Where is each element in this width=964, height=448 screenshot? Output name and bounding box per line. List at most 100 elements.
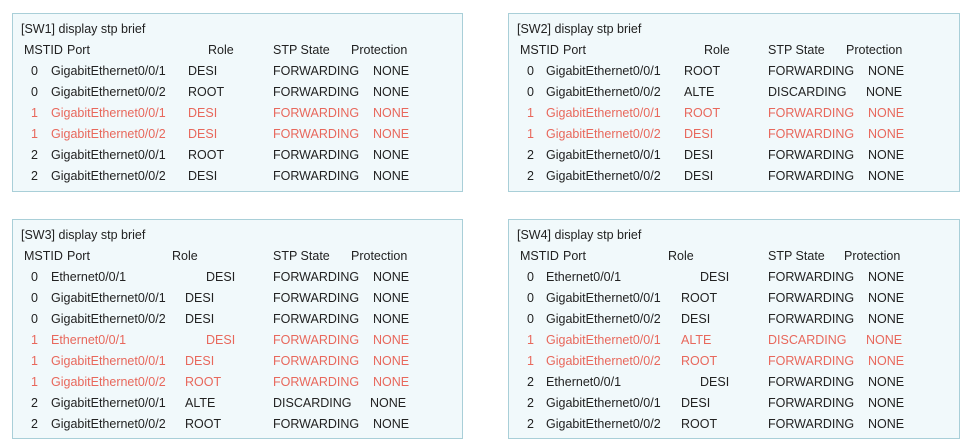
cell-role: ROOT bbox=[185, 375, 222, 389]
cell-port: GigabitEthernet0/0/2 bbox=[546, 417, 661, 431]
table-row: 0 GigabitEthernet0/0/1 DESI FORWARDING N… bbox=[13, 291, 462, 309]
cell-role: DESI bbox=[681, 396, 711, 410]
cell-mstid: 1 bbox=[527, 127, 534, 141]
cell-protection: NONE bbox=[373, 375, 410, 389]
cell-role: ALTE bbox=[684, 85, 715, 99]
cell-stp-state: FORWARDING bbox=[768, 106, 855, 120]
cell-protection: NONE bbox=[868, 375, 905, 389]
cell-protection: NONE bbox=[373, 312, 410, 326]
stp-panel-sw1: [SW1] display stp brief MSTID Port Role … bbox=[12, 13, 463, 192]
cell-stp-state: FORWARDING bbox=[768, 148, 855, 162]
cell-mstid: 2 bbox=[31, 396, 38, 410]
cell-protection: NONE bbox=[868, 64, 905, 78]
header-port: Port bbox=[563, 43, 586, 57]
cell-protection: NONE bbox=[868, 169, 905, 183]
table-row: 2 GigabitEthernet0/0/1 ROOT FORWARDING N… bbox=[13, 148, 462, 166]
cell-stp-state: FORWARDING bbox=[273, 106, 360, 120]
cell-port: GigabitEthernet0/0/1 bbox=[51, 396, 166, 410]
cell-stp-state: DISCARDING bbox=[273, 396, 352, 410]
cell-stp-state: FORWARDING bbox=[768, 127, 855, 141]
cell-port: GigabitEthernet0/0/1 bbox=[51, 64, 166, 78]
cell-mstid: 1 bbox=[31, 354, 38, 368]
cell-protection: NONE bbox=[868, 312, 905, 326]
cell-protection: NONE bbox=[373, 127, 410, 141]
cell-stp-state: FORWARDING bbox=[273, 64, 360, 78]
cell-port: GigabitEthernet0/0/1 bbox=[546, 396, 661, 410]
cell-role: ROOT bbox=[684, 64, 721, 78]
header-role: Role bbox=[208, 43, 234, 57]
header-stp-state: STP State bbox=[768, 43, 825, 57]
cell-protection: NONE bbox=[866, 333, 903, 347]
cell-role: ROOT bbox=[681, 354, 718, 368]
cell-stp-state: FORWARDING bbox=[768, 64, 855, 78]
cell-mstid: 2 bbox=[31, 169, 38, 183]
cell-stp-state: FORWARDING bbox=[273, 333, 360, 347]
cell-mstid: 1 bbox=[527, 106, 534, 120]
table-row: 2 Ethernet0/0/1 DESI FORWARDING NONE bbox=[509, 375, 959, 393]
table-row: 0 GigabitEthernet0/0/1 ROOT FORWARDING N… bbox=[509, 291, 959, 309]
cell-protection: NONE bbox=[373, 291, 410, 305]
cell-stp-state: FORWARDING bbox=[273, 312, 360, 326]
cell-stp-state: FORWARDING bbox=[273, 270, 360, 284]
header-port: Port bbox=[67, 43, 90, 57]
cell-port: GigabitEthernet0/0/2 bbox=[546, 85, 661, 99]
header-role: Role bbox=[172, 249, 198, 263]
cell-stp-state: DISCARDING bbox=[768, 85, 847, 99]
cell-port: GigabitEthernet0/0/2 bbox=[546, 169, 661, 183]
cell-port: GigabitEthernet0/0/2 bbox=[546, 354, 661, 368]
cell-role: DESI bbox=[185, 354, 215, 368]
table-row: 2 GigabitEthernet0/0/2 DESI FORWARDING N… bbox=[13, 169, 462, 187]
cell-role: ALTE bbox=[185, 396, 216, 410]
cell-protection: NONE bbox=[868, 396, 905, 410]
table-row: 1 Ethernet0/0/1 DESI FORWARDING NONE bbox=[13, 333, 462, 351]
cell-port: GigabitEthernet0/0/1 bbox=[51, 106, 166, 120]
cell-port: GigabitEthernet0/0/1 bbox=[546, 64, 661, 78]
cell-mstid: 2 bbox=[31, 417, 38, 431]
table-row: 0 Ethernet0/0/1 DESI FORWARDING NONE bbox=[509, 270, 959, 288]
cell-stp-state: FORWARDING bbox=[768, 417, 855, 431]
cell-port: Ethernet0/0/1 bbox=[51, 333, 127, 347]
cell-role: ROOT bbox=[188, 148, 225, 162]
cell-stp-state: FORWARDING bbox=[768, 169, 855, 183]
header-stp-state: STP State bbox=[273, 249, 330, 263]
table-row: 1 GigabitEthernet0/0/2 ROOT FORWARDING N… bbox=[13, 375, 462, 393]
table-row: 2 GigabitEthernet0/0/2 DESI FORWARDING N… bbox=[509, 169, 959, 187]
table-row: 2 GigabitEthernet0/0/1 DESI FORWARDING N… bbox=[509, 148, 959, 166]
cell-protection: NONE bbox=[868, 417, 905, 431]
cell-port: GigabitEthernet0/0/2 bbox=[51, 417, 166, 431]
cell-mstid: 2 bbox=[527, 169, 534, 183]
table-row: 2 GigabitEthernet0/0/1 ALTE DISCARDING N… bbox=[13, 396, 462, 414]
cell-mstid: 1 bbox=[31, 375, 38, 389]
cell-protection: NONE bbox=[373, 85, 410, 99]
table-row: 1 GigabitEthernet0/0/2 DESI FORWARDING N… bbox=[13, 127, 462, 145]
table-row: 0 Ethernet0/0/1 DESI FORWARDING NONE bbox=[13, 270, 462, 288]
cell-protection: NONE bbox=[373, 333, 410, 347]
cell-port: GigabitEthernet0/0/2 bbox=[51, 85, 166, 99]
cell-role: DESI bbox=[188, 169, 218, 183]
header-mstid: MSTID bbox=[24, 249, 63, 263]
cell-protection: NONE bbox=[868, 291, 905, 305]
cell-protection: NONE bbox=[373, 106, 410, 120]
cell-port: GigabitEthernet0/0/1 bbox=[51, 354, 166, 368]
table-row: 0 GigabitEthernet0/0/1 DESI FORWARDING N… bbox=[13, 64, 462, 82]
cell-stp-state: FORWARDING bbox=[273, 85, 360, 99]
cell-protection: NONE bbox=[868, 354, 905, 368]
table-row: 2 GigabitEthernet0/0/1 DESI FORWARDING N… bbox=[509, 396, 959, 414]
cell-port: GigabitEthernet0/0/2 bbox=[546, 127, 661, 141]
cell-port: GigabitEthernet0/0/1 bbox=[546, 333, 661, 347]
cell-mstid: 2 bbox=[527, 396, 534, 410]
cell-stp-state: DISCARDING bbox=[768, 333, 847, 347]
header-stp-state: STP State bbox=[768, 249, 825, 263]
cell-role: ALTE bbox=[681, 333, 712, 347]
cell-mstid: 1 bbox=[31, 106, 38, 120]
cell-stp-state: FORWARDING bbox=[273, 417, 360, 431]
header-stp-state: STP State bbox=[273, 43, 330, 57]
cell-port: Ethernet0/0/1 bbox=[546, 375, 622, 389]
cell-protection: NONE bbox=[370, 396, 407, 410]
cell-mstid: 0 bbox=[527, 85, 534, 99]
cell-port: GigabitEthernet0/0/1 bbox=[51, 291, 166, 305]
cell-mstid: 1 bbox=[527, 354, 534, 368]
cell-role: DESI bbox=[684, 169, 714, 183]
command-line: [SW3] display stp brief bbox=[21, 228, 146, 242]
cell-stp-state: FORWARDING bbox=[273, 291, 360, 305]
